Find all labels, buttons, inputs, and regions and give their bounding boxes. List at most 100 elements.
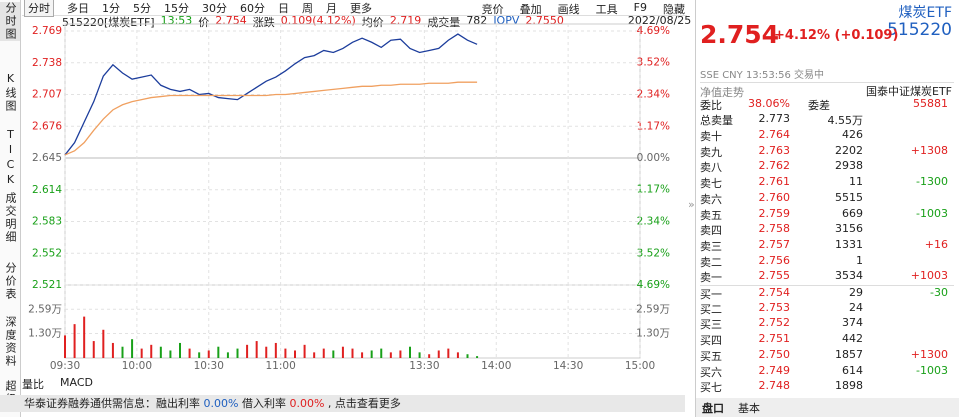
tab[interactable]: 月 — [326, 1, 337, 15]
y2-tick-label: 0.00% — [637, 152, 670, 164]
cell: 2.752 — [758, 316, 791, 330]
name: 煤炭ETF — [898, 5, 952, 21]
tab[interactable]: 5分 — [133, 1, 151, 15]
y-tick-label: 2.521 — [32, 279, 62, 291]
cell: +1300 — [910, 347, 948, 361]
volume-bar — [409, 346, 411, 358]
cell: 卖九 — [700, 145, 722, 159]
cell: 5515 — [835, 190, 863, 204]
nav-label[interactable]: 净值走势 — [700, 82, 954, 100]
cell: 买七 — [700, 381, 722, 395]
cell: 卖五 — [700, 208, 722, 222]
side-tab[interactable]: 分时图 — [0, 2, 20, 41]
cell: 2.759 — [758, 206, 791, 220]
cell: 2.758 — [758, 222, 791, 236]
tool[interactable]: 叠加 — [519, 3, 542, 16]
cell: 2.751 — [758, 332, 791, 346]
volume-bar — [476, 356, 479, 358]
order-row: 卖七 2.761 11 -1300 — [700, 175, 954, 190]
panel-tabs: 盘口 基本 — [696, 398, 959, 417]
volume-bar — [380, 348, 383, 358]
cell: 2.757 — [758, 237, 791, 251]
cell: 29 — [849, 286, 863, 299]
cell: +1003 — [910, 269, 948, 283]
tool[interactable]: 竞价 — [481, 3, 504, 16]
tab[interactable]: 量比 — [22, 378, 44, 391]
tool[interactable]: 隐藏 — [663, 3, 685, 16]
side-tab[interactable]: 成交明细 — [4, 192, 17, 244]
order-row: 买四 2.751 442 — [700, 332, 954, 347]
y-tick-label: 2.583 — [32, 216, 62, 228]
order-row: 卖二 2.756 1 — [700, 254, 954, 269]
side-tab[interactable]: K线图 — [4, 72, 17, 113]
quote-panel: 煤炭ETF 515220 2.754 +4.12% (+0.109) SSE C… — [695, 0, 959, 417]
panel-tab[interactable]: 盘口 — [702, 401, 724, 415]
cell: 614 — [842, 363, 863, 377]
cell: 买一 — [700, 288, 722, 301]
x-tick-label: 09:30 — [50, 360, 80, 372]
volume-bar — [341, 346, 344, 358]
volume-bar — [246, 344, 249, 358]
x-tick-label: 13:30 — [409, 360, 439, 372]
cell: 卖一 — [700, 271, 722, 285]
y2-tick-label: 1.17% — [637, 184, 670, 196]
panel-tab[interactable]: 基本 — [738, 401, 760, 415]
volume-bar — [294, 350, 296, 358]
x-tick-label: 14:00 — [481, 360, 511, 372]
volume-bar — [466, 354, 469, 358]
cell: 买五 — [700, 349, 722, 363]
order-row: 卖八 2.762 2938 — [700, 159, 954, 174]
cell: 2.764 — [758, 128, 791, 141]
rate: 0.00% — [203, 397, 239, 410]
cell: +16 — [924, 237, 948, 251]
tool[interactable]: 工具 — [595, 3, 618, 16]
tab[interactable]: 60分 — [240, 1, 265, 15]
cell: 426 — [842, 128, 863, 141]
notice-link[interactable]: , 点击查看更多 — [327, 397, 401, 410]
volume-bar — [188, 348, 191, 358]
order-row: 卖一 2.755 3534 +1003 — [700, 269, 954, 284]
y2-tick-label: 3.52% — [637, 247, 670, 259]
label: 涨跌 — [252, 16, 275, 29]
tab[interactable]: 分时 — [24, 0, 54, 17]
frame — [64, 23, 641, 359]
order-row: 总卖量 2.773 4.55万 — [700, 112, 954, 127]
toolbar: 分时 多日 1分 5分 15分 30分 60分日周月更多 — [22, 0, 687, 17]
tab[interactable]: 日 — [278, 1, 289, 15]
tab[interactable]: 30分 — [202, 1, 227, 15]
volume-bar — [437, 350, 440, 358]
status: SSE CNY 13:53:56 交易中 — [700, 70, 825, 81]
cell: 4.55万 — [827, 114, 864, 127]
volume-bar — [418, 352, 421, 358]
tab[interactable]: 更多 — [350, 1, 372, 15]
side-tab[interactable]: 深度资料 — [4, 316, 17, 368]
side-tab[interactable]: TICK — [4, 128, 17, 188]
y-tick-label: 2.552 — [32, 247, 62, 259]
tool[interactable]: F9 — [633, 1, 647, 14]
cell: 2.748 — [758, 379, 791, 393]
tab[interactable]: 多日 — [67, 1, 89, 15]
collapse[interactable]: » — [688, 198, 695, 211]
tab[interactable]: MACD — [60, 376, 93, 389]
y-tick-label: 2.645 — [32, 152, 62, 164]
volume-bar — [179, 342, 181, 358]
tab[interactable]: 1分 — [102, 1, 120, 15]
volume-bar — [131, 339, 134, 358]
volume-bar — [217, 346, 220, 358]
volume-bar — [265, 346, 268, 358]
order-row: 委比 38.06% 委差 55881 — [700, 97, 954, 112]
order-row: 卖三 2.757 1331 +16 — [700, 238, 954, 253]
y-tick-label: 2.738 — [32, 57, 62, 69]
chart: 2.769 2.738 2.707 2.676 2.645 2.614 2.583 2.552… — [28, 23, 670, 372]
side-tab[interactable]: 分价表 — [4, 262, 17, 301]
cell: 卖七 — [700, 177, 722, 191]
tab[interactable]: 15分 — [164, 1, 189, 15]
rate: 0.00% — [289, 397, 325, 410]
order-row: 买五 2.750 1857 +1300 — [700, 348, 954, 363]
tab[interactable]: 周 — [302, 1, 313, 15]
cell: 2.760 — [758, 190, 791, 204]
order-row: 买三 2.752 374 — [700, 316, 954, 331]
change: +4.12% (+0.109) — [774, 28, 899, 43]
cell: 669 — [842, 206, 863, 220]
tool[interactable]: 画线 — [557, 3, 580, 16]
